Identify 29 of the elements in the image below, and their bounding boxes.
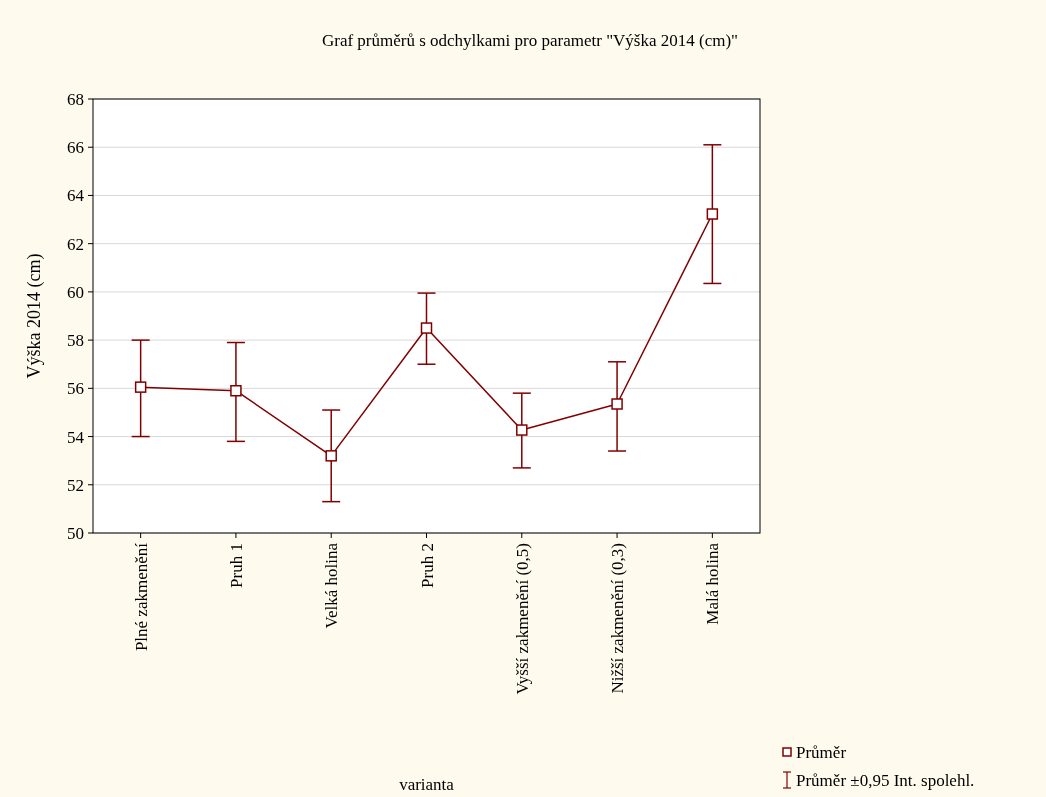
x-tick-label: Pruh 2 bbox=[417, 543, 437, 588]
x-tick-label: Vyšší zakmenění (0,5) bbox=[512, 543, 532, 695]
point bbox=[516, 424, 528, 436]
point bbox=[611, 398, 623, 410]
x-axis-title: varianta bbox=[399, 775, 455, 794]
y-tick-label: 52 bbox=[67, 475, 84, 495]
x-tick-label: Plné zakmenění bbox=[131, 542, 151, 652]
text: Průměr ±0,95 Int. spolehl. bbox=[796, 770, 975, 790]
point bbox=[134, 381, 147, 393]
y-tick-label: 56 bbox=[67, 379, 84, 399]
y-tick-label: 68 bbox=[67, 89, 84, 109]
y-tick-label: 66 bbox=[67, 138, 84, 158]
chart-title: Graf průměrů s odchylkami pro parametr "Výška 2014 (cm)" bbox=[321, 31, 739, 50]
x-tick-label: Malá holina bbox=[703, 542, 723, 625]
y-tick-label: 58 bbox=[67, 331, 84, 351]
point bbox=[325, 450, 337, 462]
point bbox=[420, 322, 433, 334]
y-tick-label: 64 bbox=[67, 186, 85, 206]
point bbox=[706, 208, 719, 220]
y-tick-label: 54 bbox=[67, 427, 85, 447]
x-tick-label: Pruh 1 bbox=[226, 543, 246, 588]
y-tick-label: 50 bbox=[67, 523, 84, 543]
y-axis-title: Výška 2014 (cm) bbox=[24, 253, 45, 379]
y-tick-label: 60 bbox=[67, 282, 84, 302]
legend-label: Průměr bbox=[796, 742, 847, 762]
x-tick-label: Nižší zakmenění (0,3) bbox=[608, 543, 628, 694]
x-tick-label: Velká holina bbox=[322, 542, 342, 629]
point bbox=[230, 384, 242, 397]
y-tick-label: 62 bbox=[67, 234, 84, 254]
